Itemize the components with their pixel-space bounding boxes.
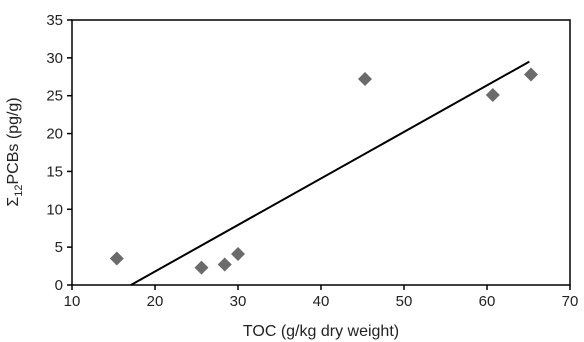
y-tick-label: 0 (55, 277, 63, 294)
data-point (485, 87, 500, 102)
y-tick-label: 20 (46, 126, 63, 143)
x-tick-label: 50 (396, 293, 413, 310)
x-tick-label: 10 (64, 293, 81, 310)
x-tick-label: 20 (147, 293, 164, 310)
y-axis-title: Σ12PCBs (pg/g) (5, 97, 25, 206)
x-tick-label: 30 (230, 293, 247, 310)
x-tick-label: 60 (479, 293, 496, 310)
trendline-group (130, 60, 530, 286)
y-tick-label: 10 (46, 201, 63, 218)
y-tick-label: 30 (46, 50, 63, 67)
y-axis-title-subscript: 12 (13, 185, 25, 197)
trendline (130, 60, 530, 286)
data-point (217, 257, 232, 272)
y-tick-label: 15 (46, 163, 63, 180)
x-tick-label: 70 (562, 293, 579, 310)
x-tick-label: 40 (313, 293, 330, 310)
y-axis-title-text: PCBs (pg/g) (5, 97, 22, 184)
data-point (231, 246, 245, 261)
data-point (194, 260, 209, 275)
x-axis-title: TOC (g/kg dry weight) (243, 323, 399, 340)
data-point (523, 67, 538, 82)
data-point (109, 251, 124, 266)
data-points (109, 67, 538, 275)
y-tick-label: 5 (55, 239, 63, 256)
plot-area (71, 19, 571, 286)
data-point (357, 72, 372, 87)
axis-ticks: 10 20 30 40 50 60 70 0 5 10 15 20 25 30 35 (46, 12, 578, 310)
y-axis-title-sigma: Σ (5, 197, 22, 207)
y-tick-label: 25 (46, 88, 63, 105)
y-tick-label: 35 (46, 12, 63, 29)
